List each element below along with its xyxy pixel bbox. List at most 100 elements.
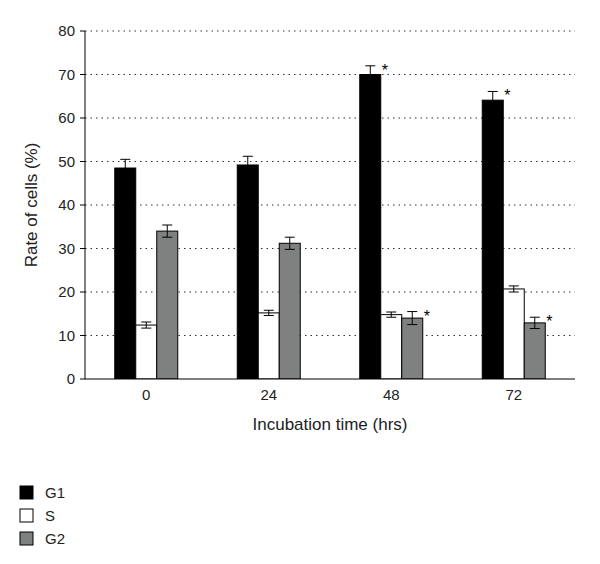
error-bar bbox=[264, 310, 274, 315]
error-bar bbox=[120, 159, 130, 176]
chart: 0 10 20 30 40 50 60 70 80 * * * * 0 24 48 72 Incubation t… bbox=[0, 0, 600, 564]
error-bar bbox=[386, 312, 396, 317]
bar bbox=[524, 323, 545, 379]
error-cap bbox=[386, 317, 396, 318]
error-bar bbox=[243, 156, 253, 173]
error-cap bbox=[264, 315, 274, 316]
tick bbox=[80, 292, 85, 293]
annotation: * bbox=[424, 308, 430, 325]
error-cap bbox=[488, 108, 498, 109]
error-stem bbox=[370, 66, 371, 83]
error-cap bbox=[120, 176, 130, 177]
error-stem bbox=[268, 310, 269, 315]
error-bar bbox=[407, 312, 417, 325]
error-cap bbox=[264, 310, 274, 311]
plot-area bbox=[115, 66, 546, 379]
annotation: * bbox=[382, 62, 388, 79]
y-tick-label: 20 bbox=[58, 283, 75, 300]
x-tick-label: 24 bbox=[260, 386, 277, 403]
error-stem bbox=[125, 159, 126, 176]
y-tick-label: 80 bbox=[58, 22, 75, 39]
x-axis bbox=[85, 379, 575, 380]
y-tick-label: 60 bbox=[58, 109, 75, 126]
annotation: * bbox=[504, 87, 510, 104]
error-stem bbox=[167, 225, 168, 237]
error-cap bbox=[141, 322, 151, 323]
error-stem bbox=[492, 91, 493, 108]
bar bbox=[381, 315, 402, 379]
error-bar bbox=[365, 66, 375, 83]
error-cap bbox=[407, 324, 417, 325]
error-cap bbox=[120, 159, 130, 160]
error-stem bbox=[513, 286, 514, 292]
tick bbox=[80, 248, 85, 249]
x-tick-label: 48 bbox=[383, 386, 400, 403]
legend-swatch bbox=[20, 532, 33, 545]
error-cap bbox=[162, 225, 172, 226]
error-stem bbox=[146, 322, 147, 328]
tick bbox=[80, 118, 85, 119]
y-tick-label: 30 bbox=[58, 240, 75, 257]
y-tick-label: 10 bbox=[58, 327, 75, 344]
x-tick-label: 0 bbox=[142, 386, 150, 403]
tick bbox=[80, 31, 85, 32]
tick bbox=[80, 74, 85, 75]
error-cap bbox=[141, 328, 151, 329]
legend-swatch bbox=[20, 486, 33, 499]
error-cap bbox=[243, 173, 253, 174]
y-axis-label: Rate of cells (%) bbox=[22, 143, 41, 268]
x-tick-label: 72 bbox=[505, 386, 522, 403]
error-cap bbox=[365, 65, 375, 66]
bar bbox=[115, 168, 136, 379]
error-cap bbox=[285, 249, 295, 250]
bar bbox=[136, 325, 157, 379]
x-axis-label: Incubation time (hrs) bbox=[253, 415, 408, 434]
tick bbox=[80, 161, 85, 162]
y-tick-label: 40 bbox=[58, 196, 75, 213]
legend-label: G2 bbox=[45, 530, 65, 547]
y-tick-label: 0 bbox=[67, 370, 75, 387]
error-cap bbox=[530, 328, 540, 329]
y-axis bbox=[85, 31, 86, 379]
bar bbox=[402, 318, 423, 379]
legend-label: G1 bbox=[45, 484, 65, 501]
error-bar bbox=[162, 225, 172, 237]
annotation: * bbox=[546, 313, 552, 330]
error-stem bbox=[534, 317, 535, 328]
error-stem bbox=[412, 312, 413, 325]
grid-line bbox=[85, 74, 575, 75]
error-cap bbox=[509, 285, 519, 286]
legend-swatch bbox=[20, 509, 33, 522]
bar bbox=[279, 243, 300, 379]
error-cap bbox=[530, 317, 540, 318]
error-cap bbox=[162, 237, 172, 238]
error-bar bbox=[141, 322, 151, 328]
tick bbox=[80, 335, 85, 336]
y-tick-label: 70 bbox=[58, 66, 75, 83]
error-cap bbox=[365, 83, 375, 84]
grid-line bbox=[85, 30, 575, 31]
legend-label: S bbox=[45, 507, 55, 524]
error-cap bbox=[243, 156, 253, 157]
error-cap bbox=[509, 292, 519, 293]
bar bbox=[360, 75, 381, 380]
bar bbox=[482, 100, 503, 379]
bar bbox=[258, 313, 279, 379]
error-cap bbox=[386, 312, 396, 313]
error-bar bbox=[509, 286, 519, 292]
tick bbox=[80, 205, 85, 206]
bar bbox=[157, 231, 178, 379]
y-tick-label: 50 bbox=[58, 153, 75, 170]
legend: G1 S G2 bbox=[20, 484, 65, 547]
error-cap bbox=[407, 311, 417, 312]
error-bar bbox=[488, 91, 498, 108]
error-stem bbox=[289, 237, 290, 249]
tick bbox=[80, 379, 85, 380]
error-bar bbox=[530, 317, 540, 328]
bar bbox=[237, 165, 258, 379]
error-stem bbox=[391, 312, 392, 317]
bar bbox=[503, 289, 524, 379]
error-cap bbox=[285, 237, 295, 238]
error-stem bbox=[247, 156, 248, 173]
error-cap bbox=[488, 91, 498, 92]
